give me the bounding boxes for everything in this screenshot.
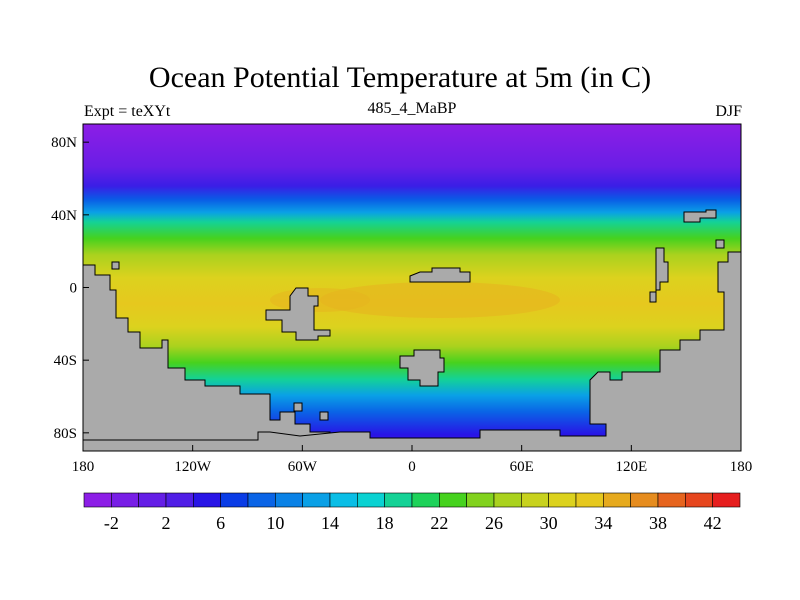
land-island-south: [399, 349, 445, 387]
colorbar-label: 18: [376, 513, 394, 533]
colorbar-swatch: [357, 492, 385, 508]
colorbar-label: 22: [430, 513, 448, 533]
colorbar-swatch: [466, 492, 495, 508]
colorbar-swatch: [439, 492, 467, 508]
colorbar-swatch: [138, 492, 167, 508]
colorbar-swatch: [411, 492, 440, 508]
land-islet-3: [111, 261, 120, 270]
colorbar-swatch: [193, 492, 221, 508]
y-tick-label: 40S: [54, 353, 77, 369]
colorbar-label: 14: [321, 513, 339, 533]
experiment-label: Expt = teXYt: [84, 103, 171, 120]
x-tick-label: 120W: [174, 459, 212, 475]
land-islet-1: [293, 402, 303, 412]
y-tick-label: 40N: [51, 208, 77, 224]
colorbar-swatch: [575, 492, 604, 508]
colorbar-swatch: [548, 492, 577, 508]
land-east-peninsula: [649, 247, 669, 303]
x-tick-label: 180: [730, 459, 753, 475]
colorbar-label: 26: [485, 513, 503, 533]
y-tick-label: 80N: [51, 135, 77, 151]
warm-pool-west: [270, 288, 370, 312]
longitude-axis: 180 120W 60W 0 60E 120E 180: [72, 445, 753, 475]
x-tick-label: 120E: [615, 459, 647, 475]
colorbar-swatch: [657, 492, 686, 508]
colorbar-label: 38: [649, 513, 667, 533]
colorbar-swatch: [83, 492, 112, 508]
colorbar-swatch: [685, 492, 713, 508]
land-masses: [83, 209, 741, 451]
y-tick-label: 0: [70, 281, 78, 297]
colorbar-swatch: [247, 492, 276, 508]
colorbar-swatch: [302, 492, 331, 508]
warm-pool: [320, 282, 560, 318]
colorbar-label: -2: [104, 513, 119, 533]
colorbar-label: 34: [594, 513, 612, 533]
y-tick-label: 80S: [54, 426, 77, 442]
colorbar-label: 6: [216, 513, 225, 533]
land-island-central: [265, 287, 331, 341]
colorbar-swatch: [384, 492, 413, 508]
x-tick-label: 60W: [288, 459, 318, 475]
land-south-strip: [83, 251, 741, 451]
colorbar-swatch: [603, 492, 631, 508]
colorbar-swatch: [712, 492, 741, 508]
colorbar-label: 30: [540, 513, 558, 533]
land-islet-4: [715, 239, 725, 249]
colorbar-swatch: [220, 492, 249, 508]
land-west-continent: [83, 264, 331, 451]
colorbar: -2 2 6 10 14 18 22 26 30 34 38 42: [83, 492, 741, 533]
plot-title: Ocean Potential Temperature at 5m (in C): [148, 61, 652, 94]
colorbar-label: 2: [162, 513, 171, 533]
land-island-equator: [409, 267, 471, 283]
colorbar-label: 10: [266, 513, 284, 533]
colorbar-swatch: [521, 492, 549, 508]
colorbar-swatch: [329, 492, 358, 508]
colorbar-label: 42: [704, 513, 722, 533]
x-tick-label: 180: [72, 459, 95, 475]
latitude-axis: 80N 40N 0 40S 80S: [51, 135, 89, 442]
season-label: DJF: [715, 103, 742, 120]
land-northeast-island: [683, 209, 717, 223]
run-label: 485_4_MaBP: [367, 100, 457, 117]
colorbar-swatch: [493, 492, 522, 508]
colorbar-swatch: [630, 492, 659, 508]
colorbar-swatch: [111, 492, 139, 508]
x-tick-label: 0: [408, 459, 416, 475]
colorbar-swatch: [165, 492, 194, 508]
x-tick-label: 60E: [510, 459, 534, 475]
land-islet-2: [319, 411, 329, 421]
colorbar-swatch: [275, 492, 303, 508]
